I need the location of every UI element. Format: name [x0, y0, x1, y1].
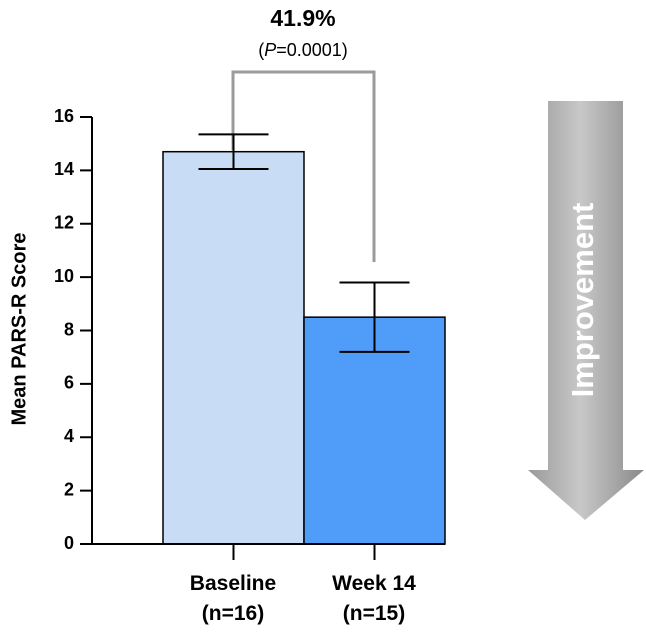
y-tick-label-14: 14	[54, 159, 74, 179]
y-tick-label-6: 6	[64, 373, 74, 393]
y-tick-label-2: 2	[64, 479, 74, 499]
y-tick-label-4: 4	[64, 426, 74, 446]
category-n-baseline: (n=16)	[202, 602, 264, 625]
y-tick-label-0: 0	[64, 533, 74, 553]
y-tick-label-8: 8	[64, 319, 74, 339]
y-axis-title: Mean PARS-R Score	[8, 232, 30, 425]
improvement-arrow: Improvement	[528, 101, 644, 520]
bar-1	[303, 316, 446, 545]
improvement-arrow-shape	[528, 101, 644, 520]
y-tick-label-10: 10	[54, 266, 74, 286]
category-label-week14: Week 14	[332, 572, 416, 595]
y-tick-label-12: 12	[54, 213, 74, 233]
annotation-percent: 41.9%	[270, 5, 335, 31]
plot-area: 0 2 4 6 8 10 12 14 16	[54, 106, 446, 560]
category-label-baseline: Baseline	[190, 572, 276, 595]
annotation-p-value: (P=0.0001)	[258, 40, 348, 60]
significance-bracket	[231, 70, 376, 262]
improvement-arrow-label: Improvement	[565, 203, 600, 398]
bar-0	[162, 150, 305, 545]
y-tick-label-16: 16	[54, 106, 74, 126]
category-n-week14: (n=15)	[343, 602, 405, 625]
